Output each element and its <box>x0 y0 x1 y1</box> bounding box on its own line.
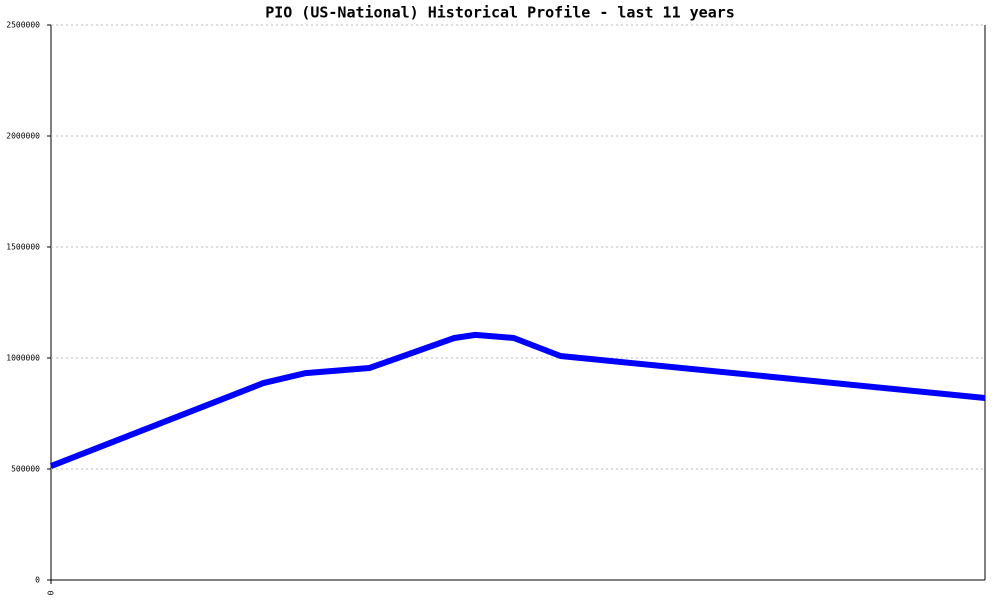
y-tick-label: 2500000 <box>6 21 40 30</box>
y-tick-label: 1000000 <box>6 354 40 363</box>
y-tick-label: 0 <box>35 576 40 585</box>
x-tick-label: 0 <box>47 590 56 595</box>
data-line <box>49 331 986 469</box>
y-tick-label: 2000000 <box>6 132 40 141</box>
y-tick-label: 500000 <box>11 465 40 474</box>
chart-title: PIO (US-National) Historical Profile - l… <box>265 4 735 22</box>
y-tick-label: 1500000 <box>6 243 40 252</box>
